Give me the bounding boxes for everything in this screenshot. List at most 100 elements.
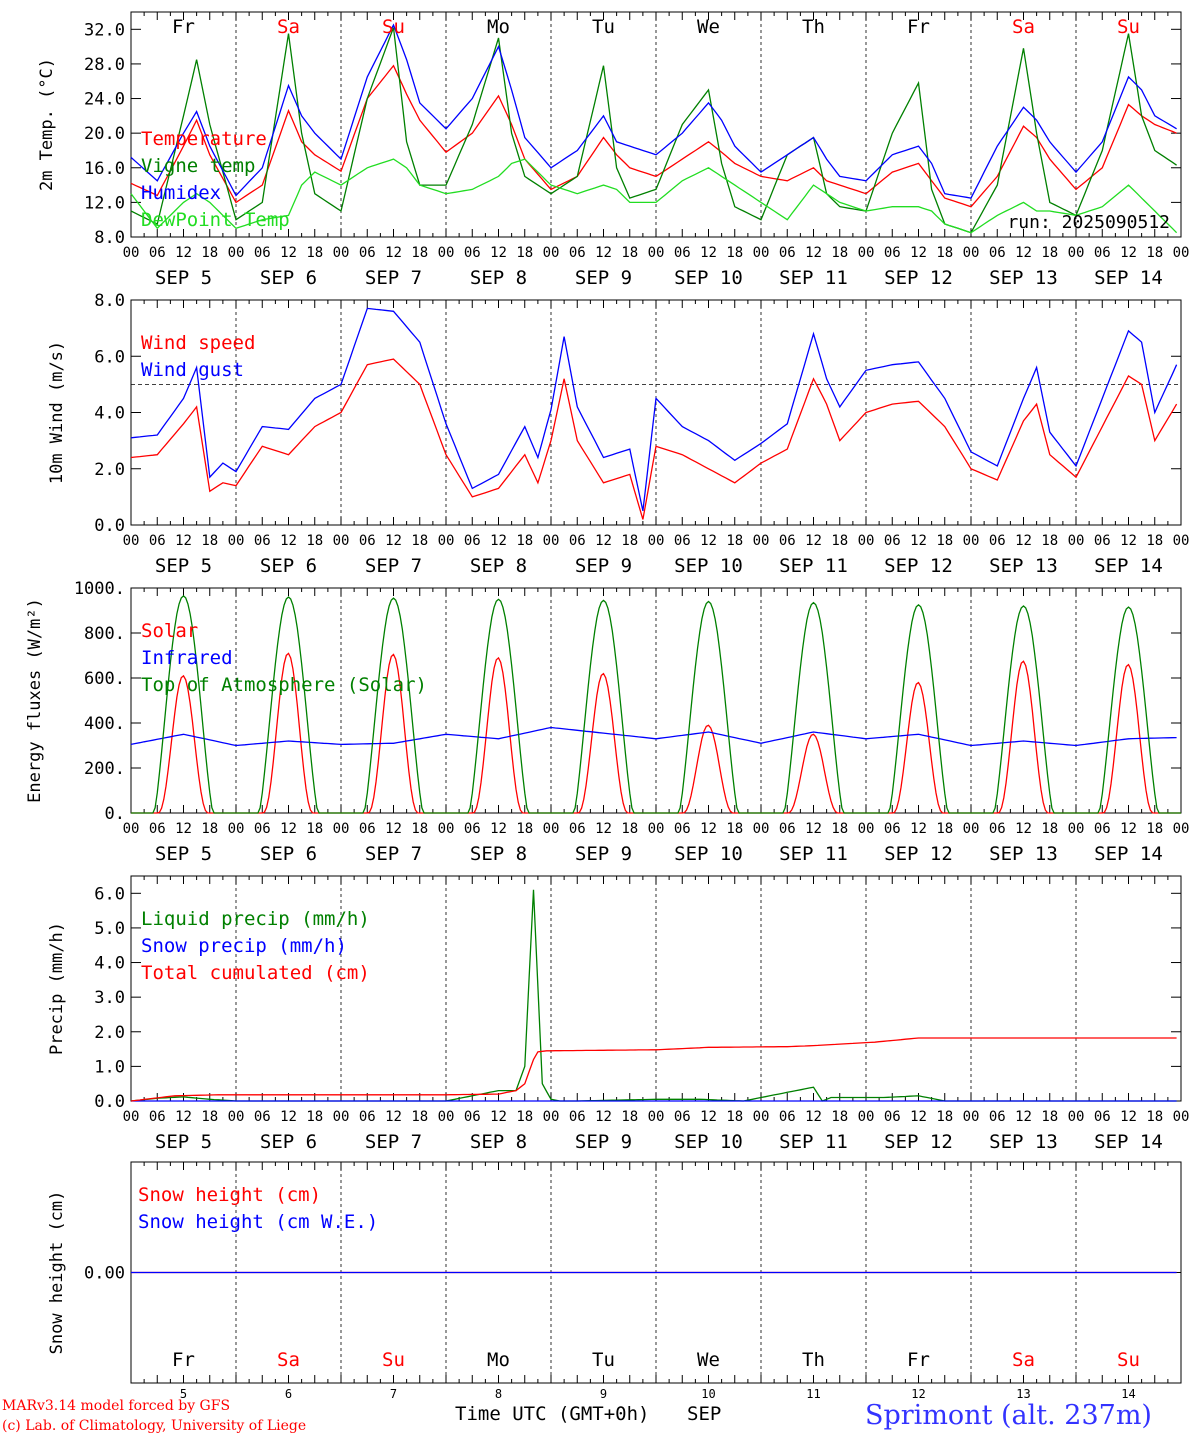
- series-line-dewpoint-temp: [130, 158, 1178, 234]
- x-tick-label: 00: [543, 245, 560, 261]
- date-label: SEP 6: [260, 1131, 317, 1153]
- x-tick-label: 00: [1173, 533, 1190, 549]
- date-label: SEP 14: [1094, 267, 1163, 289]
- x-tick-label: 18: [726, 245, 743, 261]
- date-label: SEP 7: [365, 843, 422, 865]
- legend-entry: Humidex: [141, 182, 221, 204]
- x-tick-label: 06: [149, 245, 166, 261]
- y-tick-label: 8.0: [94, 291, 125, 311]
- x-tick-label: 18: [936, 533, 953, 549]
- x-tick-label: 00: [858, 821, 875, 837]
- x-tick-label: 18: [411, 533, 428, 549]
- x-tick-label: 06: [674, 821, 691, 837]
- x-tick-label: 06: [569, 533, 586, 549]
- x-tick-label: 12: [700, 821, 717, 837]
- weekday-label: Sa: [277, 1349, 300, 1371]
- month-label: SEP: [687, 1403, 722, 1425]
- x-tick-label: 06: [989, 533, 1006, 549]
- x-tick-label: 12: [490, 533, 507, 549]
- x-axis-label: Time UTC (GMT+0h): [455, 1403, 650, 1425]
- y-tick-label: 0.00: [84, 1264, 125, 1284]
- y-axis-label: 10m Wind (m/s): [47, 341, 67, 484]
- legend-entry: DewPoint Temp: [141, 209, 290, 231]
- panel-3: 0. 200. 400. 600. 800. 1000. Energy fluxes (W/…: [25, 579, 1189, 865]
- y-tick-label: 5.0: [94, 919, 125, 939]
- x-tick-label: 06: [569, 1109, 586, 1125]
- x-tick-label: 06: [149, 533, 166, 549]
- x-tick-label: 18: [516, 1109, 533, 1125]
- x-tick-label: 12: [805, 821, 822, 837]
- x-tick-label: 18: [201, 245, 218, 261]
- date-label: SEP 11: [779, 843, 848, 865]
- weekday-label: Su: [382, 16, 405, 38]
- x-tick-label: 12: [175, 821, 192, 837]
- series-line-infrared: [130, 726, 1177, 747]
- x-tick-label: 06: [779, 1109, 796, 1125]
- panel-frame: [130, 11, 1182, 238]
- x-tick-label: 06: [884, 533, 901, 549]
- x-tick-label: 00: [543, 533, 560, 549]
- x-tick-label: 12: [700, 1109, 717, 1125]
- x-tick-label: 06: [569, 245, 586, 261]
- y-tick-label: 8.0: [94, 228, 125, 248]
- x-tick-label: 18: [201, 821, 218, 837]
- x-tick-label: 12: [595, 533, 612, 549]
- x-tick-label: 18: [621, 533, 638, 549]
- x-tick-label: 06: [674, 533, 691, 549]
- x-tick-label: 00: [1068, 821, 1085, 837]
- x-tick-label: 12: [175, 533, 192, 549]
- x-tick-label: 00: [648, 1109, 665, 1125]
- lab-credit: (c) Lab. of Climatology, University of L…: [2, 1418, 307, 1434]
- x-tick-label: 12: [490, 821, 507, 837]
- date-label: SEP 14: [1094, 843, 1163, 865]
- x-tick-label: 12: [1015, 821, 1032, 837]
- weekday-label: Sa: [1012, 1349, 1035, 1371]
- x-tick-label: 18: [306, 533, 323, 549]
- x-tick-label: 06: [149, 1109, 166, 1125]
- date-label: SEP 12: [884, 843, 953, 865]
- x-tick-label: 06: [1094, 533, 1111, 549]
- weekday-label: Mo: [487, 1349, 510, 1371]
- weekday-label: We: [697, 1349, 720, 1371]
- y-tick-label: 400.: [84, 714, 125, 734]
- x-tick-label: 06: [779, 533, 796, 549]
- x-tick-label: 18: [1041, 533, 1058, 549]
- x-tick-label: 00: [753, 821, 770, 837]
- series-line-temperature: [130, 64, 1177, 208]
- panel-frame: [130, 299, 1182, 526]
- x-tick-label: 06: [989, 245, 1006, 261]
- x-tick-label: 00: [438, 533, 455, 549]
- x-tick-label: 18: [936, 245, 953, 261]
- weekday-label: Fr: [907, 16, 930, 38]
- legend-entry: Wind gust: [141, 359, 244, 381]
- x-tick-label: 00: [438, 821, 455, 837]
- x-tick-label: 18: [831, 245, 848, 261]
- y-tick-label: 0.0: [94, 516, 125, 536]
- weekday-label: Su: [1117, 16, 1140, 38]
- y-axis-label: Snow height (cm): [47, 1191, 67, 1355]
- x-tick-label: 00: [333, 1109, 350, 1125]
- x-tick-label: 00: [333, 533, 350, 549]
- x-tick-label: 18: [1146, 533, 1163, 549]
- x-tick-label: 18: [1146, 245, 1163, 261]
- panel-4: 0.0 1.0 2.0 3.0 4.0 5.0 6.0 Precip (mm/h) Liquid…: [47, 875, 1189, 1153]
- x-tick-label: 12: [805, 533, 822, 549]
- x-tick-label: 00: [438, 245, 455, 261]
- x-tick-label: 18: [726, 1109, 743, 1125]
- weekday-label: Tu: [592, 1349, 615, 1371]
- x-tick-label: 06: [884, 1109, 901, 1125]
- x-tick-label: 00: [1173, 821, 1190, 837]
- x-tick-label: 00: [753, 245, 770, 261]
- x-tick-label: 12: [1120, 1109, 1137, 1125]
- series-line-wind-gust: [130, 307, 1178, 512]
- day-number: 12: [911, 1387, 925, 1401]
- y-tick-label: 28.0: [84, 55, 125, 75]
- y-tick-label: 4.0: [94, 954, 125, 974]
- y-tick-label: 2.0: [94, 460, 125, 480]
- date-label: SEP 12: [884, 555, 953, 577]
- y-tick-label: 24.0: [84, 90, 125, 110]
- y-tick-label: 20.0: [84, 124, 125, 144]
- x-tick-label: 00: [753, 1109, 770, 1125]
- day-number: 6: [285, 1387, 292, 1401]
- x-tick-label: 12: [1120, 821, 1137, 837]
